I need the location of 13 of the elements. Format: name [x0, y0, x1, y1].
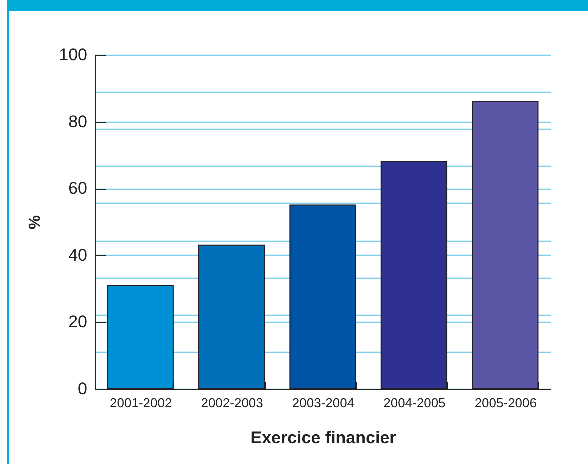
x-tick-label: 2001-2002	[110, 396, 172, 410]
y-tick-label: 0	[78, 380, 88, 398]
y-tick-label: 20	[68, 312, 88, 332]
y-tick-label: 100	[59, 46, 88, 64]
y-tick-label: 80	[68, 112, 88, 132]
x-tick-label: 2005-2006	[474, 396, 537, 410]
x-tick-label: 2003-2004	[292, 396, 355, 410]
y-axis-title: %	[27, 215, 44, 230]
x-axis-title: Exercice financier	[250, 428, 397, 448]
x-tick-label: 2004-2005	[384, 396, 446, 410]
y-tick-label: 60	[68, 179, 88, 198]
y-tick-label: 40	[68, 246, 88, 265]
x-tick-label: 2002-2003	[201, 396, 264, 410]
